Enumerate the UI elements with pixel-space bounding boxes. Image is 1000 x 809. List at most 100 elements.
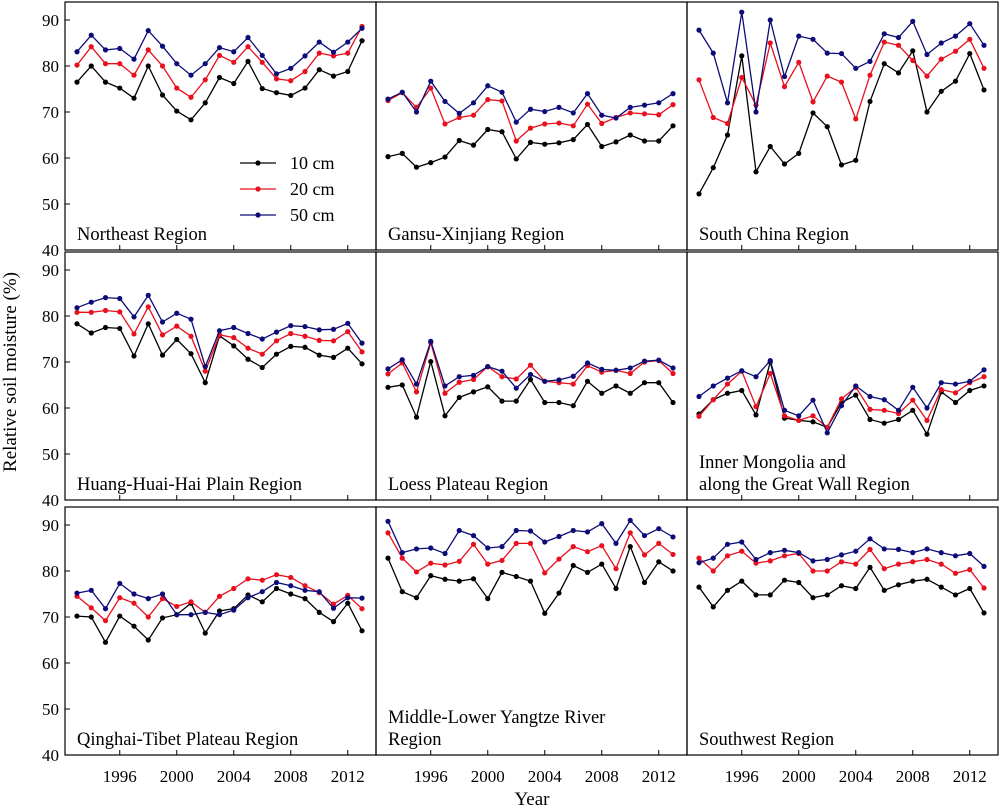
data-point bbox=[117, 325, 123, 332]
data-point bbox=[724, 587, 731, 593]
data-point bbox=[853, 157, 859, 163]
panel-title: Southwest Region bbox=[699, 730, 834, 750]
data-point bbox=[656, 540, 662, 547]
data-point bbox=[88, 63, 94, 69]
data-point bbox=[924, 51, 930, 58]
data-point bbox=[385, 366, 391, 372]
panel: Northeast Region bbox=[64, 1, 377, 251]
data-point bbox=[781, 553, 788, 559]
data-point bbox=[316, 39, 322, 45]
data-point bbox=[867, 58, 873, 64]
data-point bbox=[867, 393, 873, 400]
data-point bbox=[330, 601, 337, 607]
data-point bbox=[245, 44, 251, 50]
data-point bbox=[456, 558, 462, 564]
data-point bbox=[981, 563, 987, 570]
y-tick-label: 90 bbox=[42, 261, 59, 280]
data-point bbox=[739, 368, 745, 374]
data-point bbox=[810, 36, 816, 42]
data-point bbox=[967, 21, 973, 27]
data-point bbox=[613, 585, 619, 592]
data-point bbox=[613, 139, 619, 145]
data-point bbox=[145, 292, 151, 298]
data-point bbox=[330, 49, 337, 55]
data-point bbox=[456, 110, 462, 116]
x-tick-label: 2012 bbox=[331, 767, 365, 786]
data-point bbox=[739, 548, 745, 554]
data-point bbox=[910, 407, 916, 413]
data-point bbox=[259, 599, 265, 605]
y-axis-title: Relative soil moisture (%) bbox=[0, 272, 21, 472]
data-point bbox=[513, 376, 519, 382]
y-tick-label: 70 bbox=[42, 608, 59, 627]
data-point bbox=[627, 365, 633, 371]
data-point bbox=[781, 84, 788, 90]
data-point bbox=[527, 139, 534, 145]
data-point bbox=[88, 309, 94, 315]
series-line bbox=[698, 12, 985, 113]
data-point bbox=[359, 38, 365, 44]
data-point bbox=[288, 343, 294, 349]
data-point bbox=[670, 123, 676, 129]
data-point bbox=[231, 343, 237, 349]
data-point bbox=[499, 89, 505, 95]
data-point bbox=[739, 74, 745, 81]
data-point bbox=[938, 56, 944, 62]
data-point bbox=[881, 566, 887, 572]
data-point bbox=[216, 608, 223, 614]
data-point bbox=[245, 356, 251, 362]
y-tick-label: 60 bbox=[42, 149, 59, 168]
panel: Qinghai-Tibet Plateau Region bbox=[64, 506, 377, 756]
data-point bbox=[967, 585, 973, 592]
data-point bbox=[696, 27, 702, 33]
data-point bbox=[881, 39, 887, 45]
data-point bbox=[316, 352, 322, 358]
panel-title: Gansu-Xinjiang Region bbox=[388, 225, 564, 245]
data-point bbox=[938, 550, 944, 556]
data-point bbox=[767, 40, 773, 46]
data-point bbox=[428, 358, 434, 365]
data-point bbox=[202, 609, 208, 616]
data-point bbox=[613, 383, 619, 389]
series-line bbox=[698, 566, 985, 614]
data-point bbox=[924, 556, 930, 563]
data-point bbox=[245, 34, 251, 41]
grid-panels: Northeast Region Gansu-Xinjiang Region Sou… bbox=[64, 1, 999, 756]
data-point bbox=[696, 191, 702, 197]
data-point bbox=[316, 50, 322, 56]
data-point bbox=[499, 368, 505, 374]
panel-title: Region bbox=[388, 730, 441, 750]
data-point bbox=[174, 336, 180, 343]
data-point bbox=[330, 605, 337, 611]
data-point bbox=[470, 112, 477, 118]
data-point bbox=[613, 115, 619, 121]
data-point bbox=[910, 559, 916, 565]
data-point bbox=[117, 61, 123, 67]
data-point bbox=[938, 387, 944, 393]
data-point bbox=[288, 78, 294, 84]
data-point bbox=[117, 85, 123, 91]
data-point bbox=[838, 559, 845, 565]
data-point bbox=[413, 414, 420, 420]
data-point bbox=[88, 587, 94, 593]
data-point bbox=[442, 98, 448, 105]
data-point bbox=[442, 121, 448, 127]
data-point bbox=[627, 132, 633, 138]
data-point bbox=[413, 569, 420, 575]
data-point bbox=[188, 351, 194, 357]
data-point bbox=[853, 585, 859, 592]
data-point bbox=[159, 332, 166, 338]
data-point bbox=[330, 338, 337, 344]
data-point bbox=[442, 413, 448, 419]
data-point bbox=[102, 79, 109, 85]
data-point bbox=[710, 397, 716, 403]
data-point bbox=[810, 110, 816, 116]
data-point bbox=[145, 596, 151, 602]
data-point bbox=[442, 576, 448, 582]
data-point bbox=[174, 108, 180, 114]
data-point bbox=[117, 580, 123, 587]
data-point bbox=[399, 555, 405, 561]
